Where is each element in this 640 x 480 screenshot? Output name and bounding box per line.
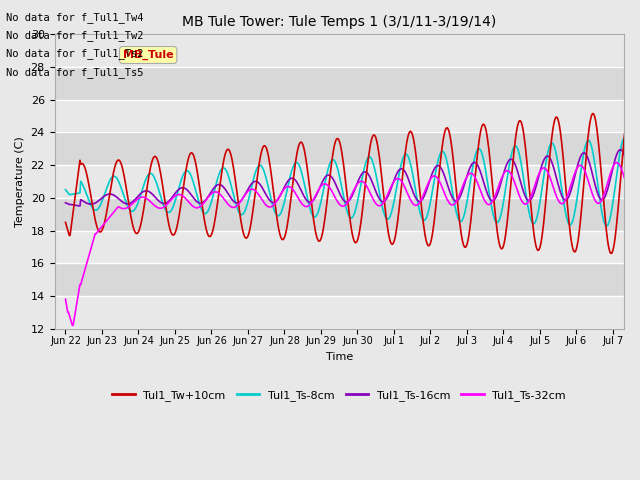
Bar bbox=[54, 198, 624, 230]
Bar bbox=[54, 67, 624, 100]
X-axis label: Time: Time bbox=[326, 352, 353, 362]
Text: No data for f_Tul1_Ts5: No data for f_Tul1_Ts5 bbox=[6, 67, 144, 78]
Y-axis label: Temperature (C): Temperature (C) bbox=[15, 136, 25, 227]
Text: No data for f_Tul1_Ts2: No data for f_Tul1_Ts2 bbox=[6, 48, 144, 60]
Bar bbox=[54, 100, 624, 132]
Text: MB_Tule: MB_Tule bbox=[123, 50, 173, 60]
Text: No data for f_Tul1_Tw2: No data for f_Tul1_Tw2 bbox=[6, 30, 144, 41]
Legend: Tul1_Tw+10cm, Tul1_Ts-8cm, Tul1_Ts-16cm, Tul1_Ts-32cm: Tul1_Tw+10cm, Tul1_Ts-8cm, Tul1_Ts-16cm,… bbox=[108, 386, 570, 406]
Bar bbox=[54, 165, 624, 198]
Text: No data for f_Tul1_Tw4: No data for f_Tul1_Tw4 bbox=[6, 12, 144, 23]
Bar bbox=[54, 230, 624, 263]
Title: MB Tule Tower: Tule Temps 1 (3/1/11-3/19/14): MB Tule Tower: Tule Temps 1 (3/1/11-3/19… bbox=[182, 15, 497, 29]
Bar bbox=[54, 263, 624, 296]
Bar bbox=[54, 132, 624, 165]
Bar bbox=[54, 35, 624, 67]
Bar bbox=[54, 296, 624, 329]
